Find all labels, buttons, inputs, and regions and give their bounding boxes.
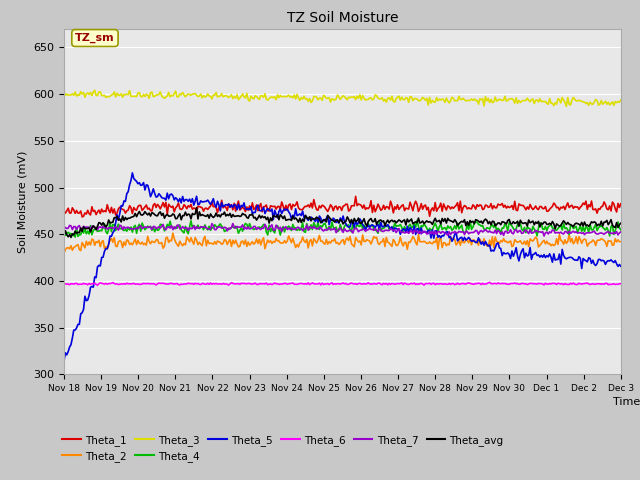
Theta_4	[412, 224, 419, 230]
Theta_7	[60, 226, 68, 232]
Theta_1	[282, 203, 290, 208]
Theta_4	[617, 227, 625, 233]
Theta_6	[412, 282, 419, 288]
Theta_5	[129, 170, 136, 176]
Theta_2	[467, 236, 474, 241]
Theta_3	[467, 97, 474, 103]
Theta_6	[129, 281, 136, 287]
Line: Theta_4: Theta_4	[64, 220, 621, 237]
Theta_3	[129, 93, 136, 99]
Theta_1	[468, 206, 476, 212]
Theta_7	[617, 229, 625, 235]
Theta_2	[282, 240, 290, 246]
Theta_4	[243, 221, 251, 227]
Theta_3	[463, 98, 471, 104]
Theta_6	[463, 280, 471, 286]
Theta_5	[282, 207, 290, 213]
Theta_1	[617, 201, 625, 206]
Theta_avg	[129, 214, 136, 220]
Theta_6	[617, 281, 625, 287]
Theta_4	[60, 231, 68, 237]
Theta_4	[71, 234, 79, 240]
X-axis label: Time: Time	[612, 397, 640, 407]
Line: Theta_3: Theta_3	[64, 90, 621, 107]
Theta_6	[486, 279, 493, 285]
Theta_7	[540, 233, 548, 239]
Line: Theta_7: Theta_7	[64, 224, 621, 236]
Text: TZ_sm: TZ_sm	[75, 33, 115, 43]
Theta_7	[463, 228, 471, 234]
Theta_1	[78, 214, 86, 220]
Theta_7	[127, 226, 135, 232]
Theta_6	[243, 281, 251, 287]
Theta_3	[91, 87, 99, 93]
Line: Theta_5: Theta_5	[64, 173, 621, 361]
Theta_3	[282, 94, 290, 99]
Line: Theta_1: Theta_1	[64, 196, 621, 217]
Theta_6	[93, 282, 101, 288]
Theta_2	[243, 243, 251, 249]
Theta_6	[282, 281, 290, 287]
Theta_3	[563, 104, 570, 109]
Theta_1	[243, 204, 251, 210]
Theta_4	[129, 229, 136, 235]
Theta_3	[617, 97, 625, 103]
Theta_avg	[465, 223, 472, 228]
Theta_avg	[60, 233, 68, 239]
Theta_avg	[67, 235, 75, 240]
Theta_2	[463, 238, 471, 243]
Theta_2	[412, 240, 419, 245]
Theta_5	[60, 358, 68, 364]
Theta_5	[412, 231, 419, 237]
Theta_1	[413, 202, 421, 207]
Theta_5	[243, 206, 251, 212]
Theta_2	[617, 239, 625, 245]
Theta_1	[465, 205, 472, 211]
Theta_7	[243, 226, 251, 232]
Theta_4	[465, 227, 472, 232]
Theta_5	[617, 264, 625, 269]
Theta_avg	[244, 216, 252, 221]
Theta_1	[129, 211, 136, 216]
Legend: Theta_1, Theta_2, Theta_3, Theta_4, Theta_5, Theta_6, Theta_7, Theta_avg: Theta_1, Theta_2, Theta_3, Theta_4, Thet…	[58, 431, 508, 466]
Theta_2	[127, 240, 135, 246]
Theta_7	[467, 230, 474, 236]
Theta_4	[468, 227, 476, 232]
Y-axis label: Soil Moisture (mV): Soil Moisture (mV)	[17, 150, 28, 253]
Theta_avg	[413, 220, 421, 226]
Theta_2	[169, 230, 177, 236]
Theta_3	[412, 96, 419, 101]
Theta_3	[243, 91, 251, 96]
Theta_7	[412, 229, 419, 235]
Theta_2	[60, 250, 68, 256]
Theta_4	[282, 224, 290, 230]
Theta_5	[467, 237, 474, 242]
Theta_1	[60, 208, 68, 214]
Theta_avg	[468, 219, 476, 225]
Theta_6	[60, 281, 68, 287]
Line: Theta_6: Theta_6	[64, 282, 621, 285]
Title: TZ Soil Moisture: TZ Soil Moisture	[287, 11, 398, 25]
Theta_avg	[617, 220, 625, 226]
Theta_avg	[193, 205, 200, 211]
Theta_6	[467, 280, 474, 286]
Theta_7	[229, 221, 237, 227]
Theta_5	[463, 236, 471, 242]
Theta_5	[127, 178, 135, 183]
Theta_4	[413, 217, 421, 223]
Theta_3	[60, 90, 68, 96]
Theta_1	[352, 193, 360, 199]
Line: Theta_avg: Theta_avg	[64, 208, 621, 238]
Theta_avg	[284, 217, 291, 223]
Line: Theta_2: Theta_2	[64, 233, 621, 253]
Theta_7	[282, 224, 290, 229]
